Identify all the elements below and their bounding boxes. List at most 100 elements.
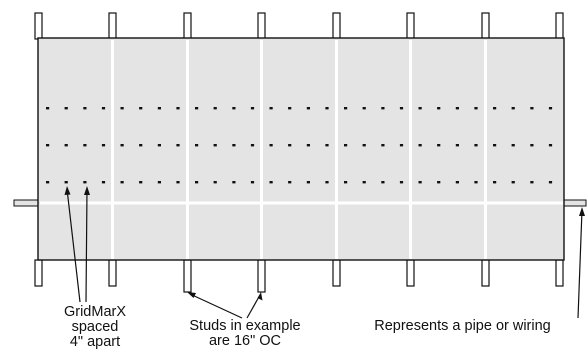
- gridmark-r1-14: [288, 107, 292, 110]
- gridmark-r3-11: [232, 181, 236, 184]
- stud-tab-bottom-6: [406, 259, 415, 287]
- gridmark-r1-2: [64, 107, 68, 110]
- gridmark-r1-7: [157, 107, 161, 110]
- stud-tab-bottom-4: [257, 259, 266, 293]
- gridmarx-label-line-1: GridMarX: [63, 304, 127, 320]
- gridmark-r3-28: [548, 181, 553, 184]
- gridmark-r1-6: [139, 107, 143, 110]
- stud-tab-top-4: [257, 12, 266, 40]
- gridmark-r3-26: [511, 181, 515, 184]
- gridmark-r3-23: [455, 181, 459, 184]
- stud-tab-top-1: [34, 12, 43, 40]
- pipe-right-stub: [563, 199, 587, 207]
- gridmark-r2-25: [493, 144, 497, 147]
- gridmark-r2-23: [455, 144, 459, 147]
- gridmark-r3-5: [120, 181, 124, 184]
- stud-tab-bottom-2: [108, 259, 117, 287]
- gridmark-r3-17: [344, 181, 348, 184]
- gridmark-r2-21: [418, 144, 422, 147]
- arrow-stud-1-line: [189, 293, 243, 319]
- drywall-panel: [37, 37, 565, 261]
- stud-tab-top-7: [481, 12, 490, 40]
- gridmark-r2-26: [511, 144, 515, 147]
- gridmark-r3-27: [530, 181, 534, 184]
- gridmark-r1-9: [195, 107, 199, 110]
- gridmark-r3-3: [83, 181, 87, 184]
- gridmark-r2-22: [437, 144, 441, 147]
- gridmark-r3-19: [381, 181, 385, 184]
- gridmark-r3-14: [288, 181, 292, 184]
- gridmark-r1-20: [399, 107, 404, 110]
- gridmark-r2-28: [548, 144, 553, 147]
- gridmark-r2-19: [381, 144, 385, 147]
- arrow-stud-2-line: [246, 294, 261, 319]
- arrowhead-gridmark-2: [84, 186, 90, 195]
- gridmark-r3-15: [306, 181, 310, 184]
- gridmark-r1-13: [269, 107, 273, 110]
- gridmark-r3-10: [213, 181, 217, 184]
- gridmark-r2-14: [288, 144, 292, 147]
- stud-tab-bottom-8: [555, 259, 564, 287]
- gridmark-r1-28: [548, 107, 553, 110]
- arrowhead-stud-1: [187, 292, 196, 298]
- stud-tab-top-3: [183, 12, 192, 40]
- pipe-left-stub: [13, 199, 41, 207]
- gridmark-r2-11: [232, 144, 236, 147]
- gridmark-r1-11: [232, 107, 236, 110]
- gridmark-r3-1: [46, 181, 50, 184]
- gridmark-r3-16: [325, 181, 329, 184]
- gridmark-r1-4: [101, 107, 106, 110]
- studs-label-line-2: are 16" OC: [208, 333, 282, 349]
- studs-label-line-1: Studs in example: [189, 318, 301, 334]
- stud-tab-bottom-5: [332, 259, 341, 287]
- gridmark-r3-18: [362, 181, 366, 184]
- gridmark-r2-3: [83, 144, 87, 147]
- gridmark-r3-8: [176, 181, 180, 184]
- stud-tab-top-6: [406, 12, 415, 40]
- gridmark-r2-9: [195, 144, 199, 147]
- arrowhead-pipe: [579, 207, 585, 216]
- studs-label: Studs in example are 16" OC: [170, 319, 320, 349]
- gridmark-r2-4: [101, 144, 106, 147]
- gridmark-r2-17: [344, 144, 348, 147]
- bottom-stud-tabs: [34, 259, 564, 293]
- arrow-gridmark-1-line: [66, 188, 81, 303]
- gridmark-r1-27: [530, 107, 534, 110]
- gridmark-r1-23: [455, 107, 459, 110]
- gridmark-r2-20: [399, 144, 404, 147]
- gridmarx-label-line-3: 4" apart: [69, 334, 121, 350]
- gridmark-r2-24: [474, 144, 478, 147]
- gridmark-r1-21: [418, 107, 422, 110]
- arrowhead-stud-2: [257, 292, 263, 301]
- arrowheads: [64, 186, 585, 301]
- arrowhead-gridmark-1: [64, 186, 71, 195]
- gridmark-r2-27: [530, 144, 534, 147]
- gridmark-r1-17: [344, 107, 348, 110]
- gridmark-r3-20: [399, 181, 404, 184]
- gridmark-r2-15: [306, 144, 310, 147]
- arrow-gridmark-2-line: [85, 188, 88, 303]
- gridmark-r1-5: [120, 107, 124, 110]
- gridmarx-label-line-2: spaced: [71, 319, 119, 335]
- gridmark-r2-6: [139, 144, 143, 147]
- pipe-label: Represents a pipe or wiring: [374, 318, 551, 334]
- stud-tab-top-8: [555, 12, 564, 40]
- gridmarx-marks: [46, 107, 553, 184]
- gridmark-r1-1: [46, 107, 50, 110]
- gridmark-r1-19: [381, 107, 385, 110]
- gridmark-r3-21: [418, 181, 422, 184]
- gridmark-r1-26: [511, 107, 515, 110]
- gridmark-r1-8: [176, 107, 180, 110]
- gridmark-r3-4: [101, 181, 106, 184]
- gridmark-r2-5: [120, 144, 124, 147]
- gridmark-r3-12: [250, 181, 255, 184]
- arrows: [66, 188, 583, 319]
- gridmark-r2-18: [362, 144, 366, 147]
- gridmark-r2-10: [213, 144, 217, 147]
- gridmark-r1-25: [493, 107, 497, 110]
- gridmark-r1-22: [437, 107, 441, 110]
- stud-tab-top-5: [332, 12, 341, 40]
- gridmark-r3-22: [437, 181, 441, 184]
- gridmark-r2-16: [325, 144, 329, 147]
- stud-tab-bottom-3: [183, 259, 192, 293]
